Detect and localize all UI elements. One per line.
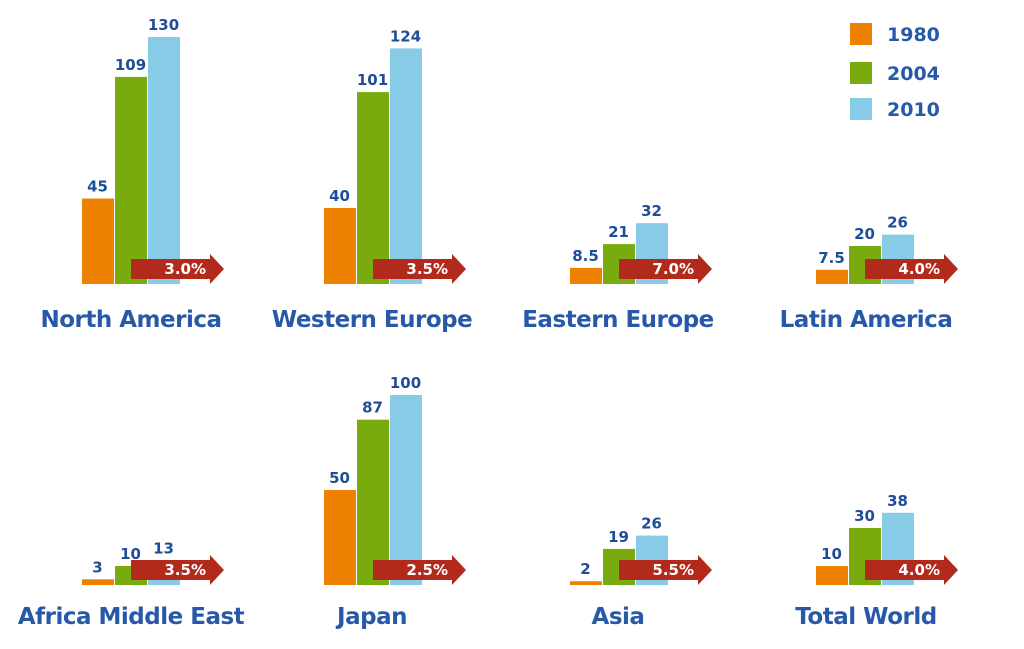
growth-arrow-africa-middle-east <box>131 555 224 585</box>
bar-north-america-2004 <box>115 76 147 285</box>
bar-africa-middle-east-1980 <box>82 579 114 585</box>
data-label-asia-2010: 26 <box>641 515 662 533</box>
bar-total-world-1980 <box>816 566 848 585</box>
data-label-eastern-europe-1980: 8.5 <box>572 247 599 265</box>
data-label-latin-america-2004: 20 <box>854 225 875 243</box>
data-label-latin-america-1980: 7.5 <box>818 249 845 267</box>
data-label-africa-middle-east-2004: 10 <box>120 545 141 563</box>
panel-western-europe: 40 101 124 3.5% Western Europe <box>272 27 473 333</box>
panel-japan: 50 87 100 2.5% Japan <box>324 374 466 630</box>
legend-swatch-2010 <box>850 98 872 120</box>
data-label-africa-middle-east-2010: 13 <box>153 539 174 557</box>
bar-north-america-1980 <box>82 198 114 284</box>
growth-rate-western-europe: 3.5% <box>406 260 448 278</box>
bar-north-america-2010 <box>148 37 180 284</box>
growth-arrow-total-world <box>865 555 958 585</box>
growth-arrow-japan <box>373 555 466 585</box>
growth-rate-africa-middle-east: 3.5% <box>164 561 206 579</box>
region-label-eastern-europe: Eastern Europe <box>522 307 714 333</box>
data-label-total-world-2010: 38 <box>887 492 908 510</box>
legend-label-2010: 2010 <box>887 99 940 121</box>
region-label-western-europe: Western Europe <box>272 307 472 333</box>
growth-rate-north-america: 3.0% <box>164 260 206 278</box>
bar-western-europe-1980 <box>324 208 356 284</box>
data-label-japan-2004: 87 <box>362 399 383 417</box>
data-label-total-world-2004: 30 <box>854 507 875 525</box>
growth-rate-japan: 2.5% <box>406 561 448 579</box>
growth-rate-latin-america: 4.0% <box>898 260 940 278</box>
growth-arrow-western-europe <box>373 254 466 284</box>
bar-asia-1980 <box>570 581 602 585</box>
bar-japan-2010 <box>390 395 422 585</box>
data-label-north-america-2004: 109 <box>115 56 146 74</box>
region-label-japan: Japan <box>335 604 407 630</box>
panel-eastern-europe: 8.5 21 32 7.0% Eastern Europe <box>522 202 714 333</box>
region-label-africa-middle-east: Africa Middle East <box>18 604 245 630</box>
legend-swatch-2004 <box>850 62 872 84</box>
bar-western-europe-2004 <box>357 92 389 284</box>
chart-panels: 45 109 130 3.0% North America 40 101 124 3.5% Wes… <box>18 16 958 630</box>
data-label-western-europe-1980: 40 <box>329 187 350 205</box>
bar-eastern-europe-1980 <box>570 267 602 284</box>
data-label-western-europe-2004: 101 <box>357 71 388 89</box>
panel-north-america: 45 109 130 3.0% North America <box>40 16 224 333</box>
data-label-eastern-europe-2004: 21 <box>608 223 629 241</box>
chart-legend: 1980 2004 2010 <box>850 23 940 121</box>
data-label-latin-america-2010: 26 <box>887 214 908 232</box>
legend-swatch-1980 <box>850 23 872 45</box>
data-label-eastern-europe-2010: 32 <box>641 202 662 220</box>
data-label-north-america-2010: 130 <box>148 16 179 34</box>
bar-japan-2004 <box>357 419 389 585</box>
data-label-japan-2010: 100 <box>390 374 421 392</box>
region-label-north-america: North America <box>40 307 221 333</box>
data-label-western-europe-2010: 124 <box>390 27 421 45</box>
data-label-asia-2004: 19 <box>608 528 629 546</box>
panel-latin-america: 7.5 20 26 4.0% Latin America <box>780 214 958 333</box>
panel-total-world: 10 30 38 4.0% Total World <box>795 492 958 630</box>
bar-latin-america-1980 <box>816 269 848 284</box>
data-label-asia-1980: 2 <box>580 560 590 578</box>
growth-arrow-north-america <box>131 254 224 284</box>
bar-western-europe-2010 <box>390 48 422 285</box>
data-label-total-world-1980: 10 <box>821 545 842 563</box>
data-label-north-america-1980: 45 <box>87 178 108 196</box>
growth-rate-asia: 5.5% <box>652 561 694 579</box>
data-label-japan-1980: 50 <box>329 469 350 487</box>
growth-arrow-asia <box>619 555 712 585</box>
growth-rate-eastern-europe: 7.0% <box>652 260 694 278</box>
region-label-asia: Asia <box>592 604 645 630</box>
bar-japan-1980 <box>324 490 356 585</box>
growth-arrow-eastern-europe <box>619 254 712 284</box>
growth-arrow-latin-america <box>865 254 958 284</box>
panel-asia: 2 19 26 5.5% Asia <box>570 515 712 630</box>
data-label-africa-middle-east-1980: 3 <box>92 558 102 576</box>
legend-label-2004: 2004 <box>887 63 940 85</box>
region-label-latin-america: Latin America <box>780 307 953 333</box>
region-label-total-world: Total World <box>795 604 936 630</box>
legend-label-1980: 1980 <box>887 24 940 46</box>
growth-rate-total-world: 4.0% <box>898 561 940 579</box>
panel-africa-middle-east: 3 10 13 3.5% Africa Middle East <box>18 539 245 630</box>
